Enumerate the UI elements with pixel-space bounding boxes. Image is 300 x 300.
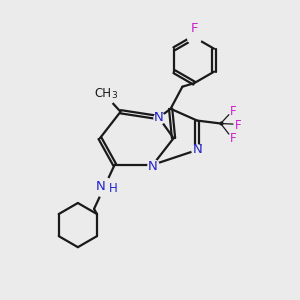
Text: F: F	[235, 119, 242, 132]
Text: N: N	[154, 110, 164, 124]
Text: N: N	[193, 143, 202, 157]
Text: H: H	[109, 182, 118, 195]
Text: F: F	[230, 132, 236, 145]
Text: N: N	[193, 143, 202, 157]
Text: 3: 3	[111, 91, 117, 100]
Text: F: F	[230, 105, 236, 118]
Text: N: N	[96, 180, 106, 193]
Text: CH: CH	[94, 87, 111, 100]
Text: N: N	[148, 160, 158, 173]
Text: N: N	[154, 110, 164, 124]
Text: F: F	[190, 22, 198, 35]
Text: N: N	[148, 160, 158, 173]
